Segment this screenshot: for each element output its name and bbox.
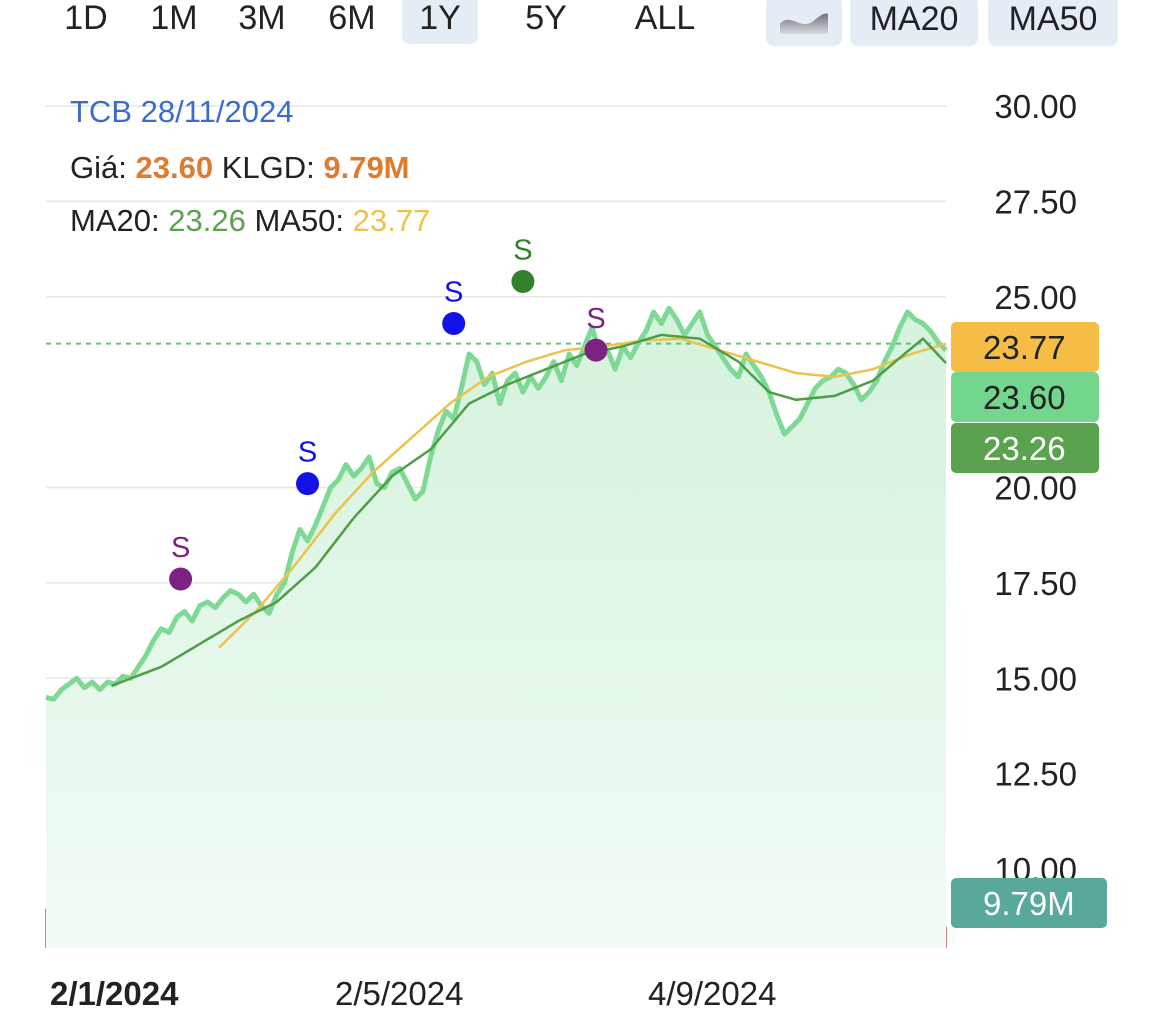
signal-dot[interactable]	[584, 338, 608, 362]
value-badge	[951, 878, 1107, 928]
range-button-3m[interactable]: 3M	[238, 0, 286, 37]
y-tick-label: 12.50	[994, 756, 1077, 793]
chart-type-button[interactable]	[766, 0, 842, 46]
y-tick-label: 20.00	[994, 470, 1077, 507]
indicator-button-ma20[interactable]: MA20	[850, 0, 978, 46]
timeframe-toolbar: 1D 1M 3M 6M 1Y 5Y ALL MA20 MA50	[0, 0, 1170, 48]
signal-label: S	[513, 234, 532, 266]
ma20-value: 23.26	[168, 203, 246, 238]
y-tick-label: 17.50	[994, 565, 1077, 602]
price-info-row: Giá: 23.60 KLGD: 9.79M	[70, 150, 410, 186]
area-chart-icon	[780, 13, 828, 34]
value-badge	[951, 372, 1099, 422]
range-button-5y[interactable]: 5Y	[525, 0, 567, 37]
y-tick-label: 30.00	[994, 88, 1077, 125]
y-tick-label: 25.00	[994, 279, 1077, 316]
signal-dot[interactable]	[442, 311, 466, 335]
x-tick-label: 2/5/2024	[335, 975, 463, 1012]
value-badge-label: 23.60	[983, 379, 1066, 416]
x-tick-label: 2/1/2024	[50, 975, 179, 1012]
y-tick-label: 27.50	[994, 183, 1077, 220]
signal-label: S	[444, 276, 463, 308]
ma20-label: MA20:	[70, 203, 160, 238]
indicator-button-ma50[interactable]: MA50	[988, 0, 1118, 46]
ma50-label: MA50:	[254, 203, 345, 238]
price-label: Giá:	[70, 150, 127, 185]
signal-label: S	[171, 532, 190, 564]
signal-dot[interactable]	[511, 269, 535, 293]
range-button-1y[interactable]: 1Y	[402, 0, 478, 44]
signal-dot[interactable]	[169, 567, 193, 591]
volume-label: KLGD:	[221, 150, 315, 185]
ma50-value: 23.77	[352, 203, 431, 238]
x-axis: 2/1/2024 2/5/2024 4/9/2024	[50, 975, 776, 1012]
price-line	[45, 305, 948, 702]
range-button-1d[interactable]: 1D	[64, 0, 108, 37]
value-badge-label: 9.79M	[983, 885, 1075, 922]
value-badge-label: 23.77	[983, 329, 1066, 366]
value-badge	[951, 423, 1099, 473]
signal-dot[interactable]	[296, 472, 320, 496]
price-value: 23.60	[135, 150, 214, 185]
y-tick-label: 15.00	[994, 660, 1077, 697]
price-area-fill	[46, 308, 946, 948]
symbol-date-label: TCB 28/11/2024	[70, 94, 294, 129]
value-badges: 23.77 23.60 23.26 9.79M	[951, 322, 1107, 928]
x-tick-label: 4/9/2024	[648, 975, 776, 1012]
value-badge-label: 23.26	[983, 430, 1066, 467]
volume-value: 9.79M	[323, 150, 410, 185]
value-badge	[951, 322, 1099, 372]
signal-label: S	[586, 303, 605, 335]
range-button-1m[interactable]: 1M	[150, 0, 198, 37]
range-button-6m[interactable]: 6M	[328, 0, 376, 37]
range-button-all[interactable]: ALL	[634, 0, 696, 37]
ma50-line	[218, 337, 947, 649]
signal-markers: S S S S S	[169, 234, 608, 591]
ma20-line	[110, 333, 947, 688]
signal-label: S	[298, 437, 317, 469]
ma-info-row: MA20: 23.26 MA50: 23.77	[70, 203, 430, 239]
